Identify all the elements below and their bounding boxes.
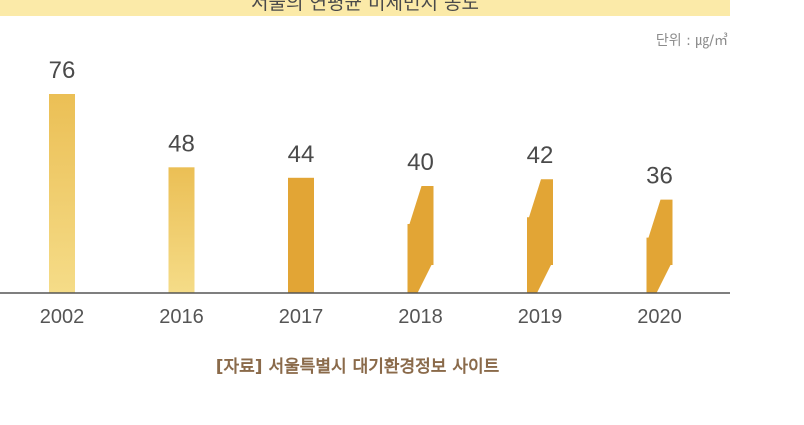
bar-2017 bbox=[288, 177, 314, 293]
value-label-2020: 36 bbox=[646, 163, 673, 190]
bar-2018 bbox=[407, 186, 434, 293]
title-banner: 서울의 연평균 미세먼지 농도 bbox=[0, 0, 730, 16]
x-tick-2020: 2020 bbox=[637, 306, 682, 328]
bar-2019 bbox=[527, 179, 553, 293]
value-label-2019: 42 bbox=[527, 142, 554, 169]
value-label-2002: 76 bbox=[49, 57, 76, 84]
value-label-2018: 40 bbox=[407, 149, 434, 176]
value-label-2017: 44 bbox=[288, 141, 315, 168]
x-tick-2019: 2019 bbox=[518, 306, 563, 328]
chart-title: 서울의 연평균 미세먼지 농도 bbox=[251, 0, 479, 14]
unit-label: 단위 : ㎍/㎥ bbox=[655, 33, 728, 49]
bar-2016 bbox=[168, 167, 195, 293]
x-tick-2017: 2017 bbox=[279, 306, 324, 328]
source-note: [자료] 서울특별시 대기환경정보 사이트 bbox=[215, 357, 500, 377]
bar-2020 bbox=[646, 199, 673, 293]
x-tick-2018: 2018 bbox=[398, 306, 443, 328]
x-tick-2016: 2016 bbox=[159, 306, 204, 328]
x-tick-2002: 2002 bbox=[40, 306, 85, 328]
value-label-2016: 48 bbox=[168, 130, 195, 157]
bar-2002 bbox=[49, 94, 75, 293]
